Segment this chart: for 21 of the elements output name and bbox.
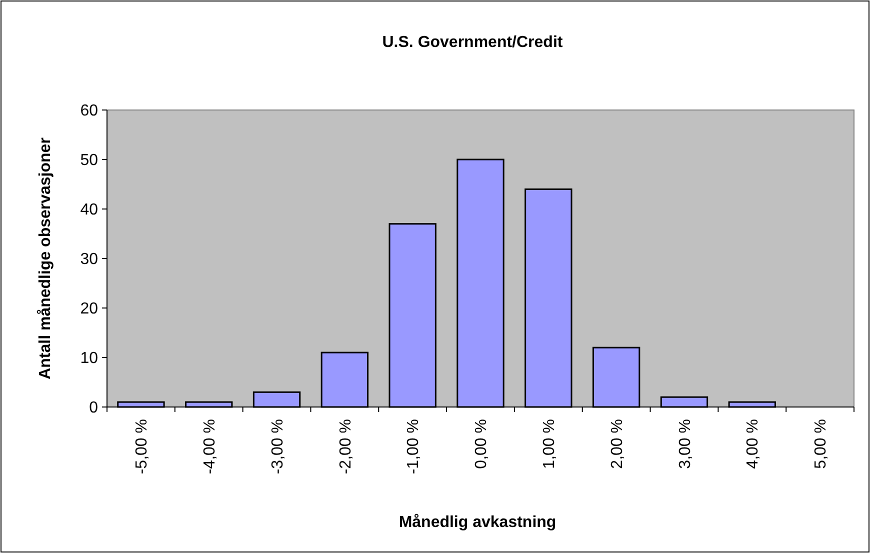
x-tick-label: -1,00 % — [405, 419, 422, 474]
y-tick-label: 30 — [80, 251, 98, 268]
y-tick-label: 40 — [80, 202, 98, 219]
y-axis-title: Antall månedlige observasjoner — [36, 138, 54, 380]
y-tick-label: 60 — [80, 102, 98, 120]
x-tick-label: -4,00 % — [201, 419, 218, 474]
x-tick-label: -5,00 % — [134, 419, 151, 474]
x-tick-label: 1,00 % — [541, 419, 558, 469]
x-tick-label: -3,00 % — [269, 419, 286, 474]
y-tick-label: 50 — [80, 152, 98, 170]
x-tick-label: 4,00 % — [744, 419, 762, 469]
x-tick-label: 3,00 % — [676, 419, 694, 469]
y-tick-label: 20 — [80, 300, 98, 318]
x-tick-label: 2,00 % — [608, 419, 626, 469]
x-tick-label: 0,00 % — [473, 419, 490, 469]
x-tick-label: -2,00 % — [337, 419, 354, 474]
x-axis-title: Månedlig avkastning — [398, 513, 556, 531]
y-tick-label: 0 — [89, 400, 98, 417]
x-tick-label: 5,00 % — [812, 419, 830, 469]
y-tick-label: 10 — [80, 350, 98, 368]
chart-title: U.S. Government/Credit — [382, 34, 564, 51]
